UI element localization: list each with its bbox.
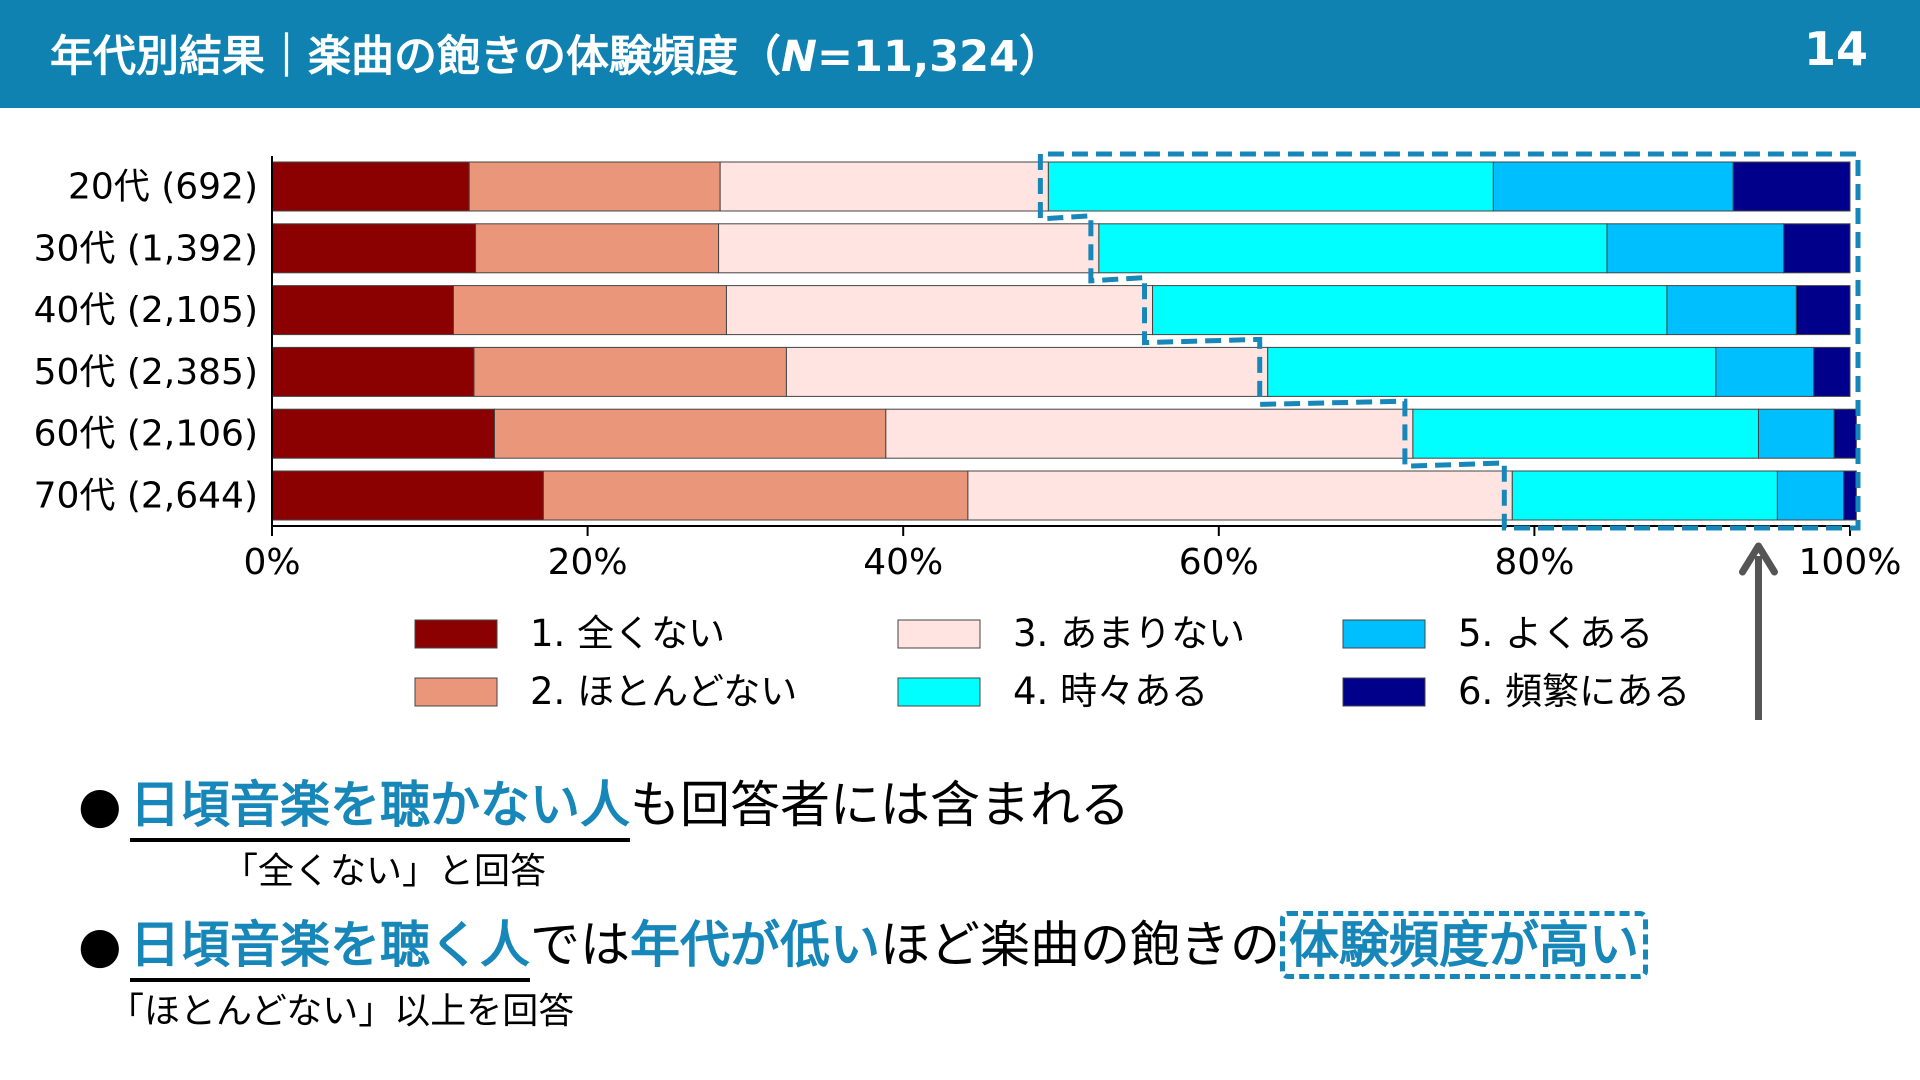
title-n-variable: N <box>781 32 817 82</box>
bar-segment-4-row-5 <box>1412 408 1759 459</box>
legend-swatch <box>1342 677 1426 707</box>
callout-arrow-head-icon <box>1738 542 1778 576</box>
bar-segment-3-row-1 <box>719 161 1049 212</box>
x-tick-label: 20% <box>548 542 628 583</box>
y-tick-label: 70代 (2,644) <box>34 476 258 517</box>
bar-segment-4-row-3 <box>1152 285 1668 336</box>
bar-segment-6-row-2 <box>1783 223 1851 274</box>
bar-segment-4-row-6 <box>1511 470 1778 521</box>
bar-segment-6-row-5 <box>1833 408 1857 459</box>
page-number: 14 <box>1803 22 1868 76</box>
bar-segment-4-row-2 <box>1098 223 1608 274</box>
bar-segment-2-row-5 <box>493 408 887 459</box>
bullet-1-text: も回答者には含まれる <box>630 776 1130 834</box>
bar-segment-5-row-4 <box>1715 346 1815 397</box>
legend-label: 1. 全くない <box>530 612 725 655</box>
x-tick-label: 0% <box>243 542 300 583</box>
bar-segment-2-row-2 <box>475 223 720 274</box>
bullet-2-text-2: ほど楽曲の飽きの <box>880 916 1280 974</box>
bar-segment-3-row-6 <box>967 470 1513 521</box>
bullet-1-note: 「全くない」と回答 <box>222 851 547 892</box>
bar-segment-1-row-1 <box>271 161 470 212</box>
bar-segment-1-row-6 <box>271 470 544 521</box>
legend-swatch <box>414 677 498 707</box>
bullet-2-text-1: では <box>530 916 630 974</box>
bar-segment-1-row-5 <box>271 408 495 459</box>
y-tick-label: 40代 (2,105) <box>34 290 258 331</box>
y-tick-label: 50代 (2,385) <box>34 352 258 393</box>
bullet-2-note: 「ほとんどない」以上を回答 <box>108 991 575 1032</box>
legend-swatch <box>897 619 981 649</box>
stacked-bar-chart: 20代 (692) 30代 (1,392) 40代 (2,105) 50代 (2,38… <box>34 151 1902 720</box>
bullet-2: ● 日頃音楽を聴く人では年代が低いほど楽曲の飽きの 体験頻度が高い <box>78 905 1648 982</box>
y-tick-label: 60代 (2,106) <box>34 414 258 455</box>
bar-segment-2-row-3 <box>452 285 727 336</box>
bar-segment-3-row-4 <box>785 346 1269 397</box>
bar-segment-6-row-1 <box>1732 161 1851 212</box>
title-n-value: =11,324） <box>817 32 1062 82</box>
bar-segment-3-row-3 <box>725 285 1154 336</box>
bullet-dot-icon: ● <box>78 776 122 834</box>
bullet-2-highlight-2: 年代が低い <box>630 916 880 974</box>
bullet-dot-icon: ● <box>78 916 122 974</box>
bar-segment-6-row-4 <box>1813 346 1851 397</box>
bar-segment-5-row-3 <box>1666 285 1797 336</box>
legend-swatch <box>1342 619 1426 649</box>
bar-segment-2-row-1 <box>468 161 721 212</box>
bullet-2-highlight-3: 体験頻度が高い <box>1280 911 1648 979</box>
y-tick-label: 20代 (692) <box>68 167 258 208</box>
bar-segment-3-row-2 <box>718 223 1100 274</box>
x-tick-label: 80% <box>1494 542 1574 583</box>
x-tick-label: 60% <box>1179 542 1259 583</box>
highlight-dashed-outline <box>1037 151 1861 531</box>
bar-segment-6-row-6 <box>1843 470 1857 521</box>
bullet-1: ● 日頃音楽を聴かない人も回答者には含まれる <box>78 765 1130 842</box>
header-bar: 年代別結果｜楽曲の飽きの体験頻度（N=11,324） 14 <box>0 0 1920 108</box>
bullet-1-highlight: 日頃音楽を聴かない人 <box>130 776 630 842</box>
bar-segment-5-row-5 <box>1757 408 1835 459</box>
legend-swatch <box>414 619 498 649</box>
bar-segment-1-row-2 <box>271 223 477 274</box>
title-prefix: 年代別結果｜楽曲の飽きの体験頻度（ <box>50 32 781 82</box>
bar-segment-3-row-5 <box>885 408 1414 459</box>
bar-segment-4-row-4 <box>1267 346 1717 397</box>
legend-label: 4. 時々ある <box>1013 670 1208 713</box>
bar-segment-5-row-6 <box>1776 470 1845 521</box>
slide-title: 年代別結果｜楽曲の飽きの体験頻度（N=11,324） <box>50 22 1062 84</box>
x-tick-label: 100% <box>1799 542 1902 583</box>
y-tick-label: 30代 (1,392) <box>34 228 258 269</box>
bar-segment-1-row-4 <box>271 346 475 397</box>
bullet-2-highlight-1: 日頃音楽を聴く人 <box>130 916 530 982</box>
bar-segment-2-row-6 <box>542 470 969 521</box>
bar-segment-1-row-3 <box>271 285 454 336</box>
x-tick-label: 40% <box>863 542 943 583</box>
legend-label: 3. あまりない <box>1013 612 1245 655</box>
bar-segment-6-row-3 <box>1795 285 1851 336</box>
legend-label: 6. 頻繁にある <box>1458 670 1690 713</box>
legend-label: 5. よくある <box>1458 612 1653 655</box>
bar-segment-5-row-2 <box>1606 223 1785 274</box>
bar-segment-4-row-1 <box>1047 161 1494 212</box>
bar-segment-2-row-4 <box>473 346 787 397</box>
bar-segment-5-row-1 <box>1492 161 1734 212</box>
legend-swatch <box>897 677 981 707</box>
legend-label: 2. ほとんどない <box>530 670 797 713</box>
